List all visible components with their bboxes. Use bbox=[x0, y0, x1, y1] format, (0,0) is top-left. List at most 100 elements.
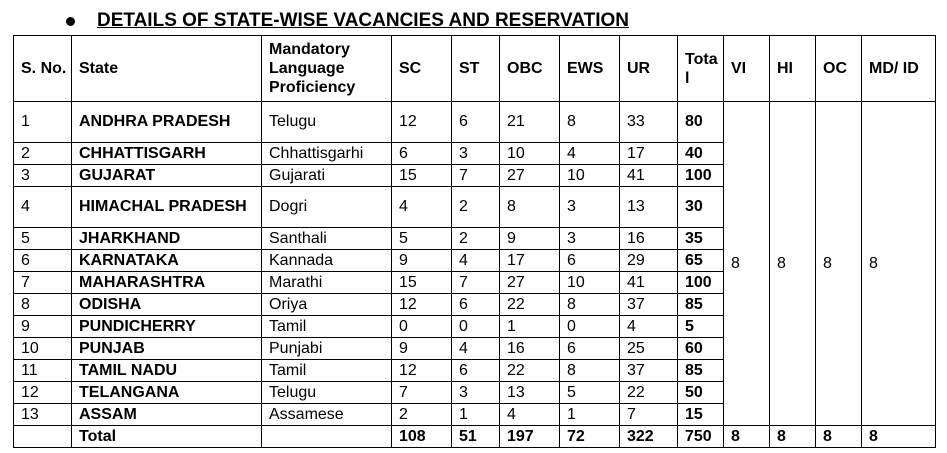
cell-total: 35 bbox=[677, 227, 724, 250]
cell-sc: 9 bbox=[391, 249, 452, 272]
cell-language: Oriya bbox=[261, 293, 392, 316]
cell-language: Dogri bbox=[261, 186, 392, 228]
cell-ews: 3 bbox=[559, 186, 620, 228]
table-row: 4 HIMACHAL PRADESH Dogri 4 2 8 3 13 30 bbox=[13, 186, 936, 228]
cell-st: 3 bbox=[451, 142, 500, 165]
cell-total: 85 bbox=[677, 359, 724, 382]
cell-sc: 15 bbox=[391, 271, 452, 294]
cell-ur: 7 bbox=[619, 403, 678, 426]
cell-sno: 3 bbox=[13, 164, 72, 187]
cell-sno: 11 bbox=[13, 359, 72, 382]
cell-sc: 6 bbox=[391, 142, 452, 165]
total-lang bbox=[261, 425, 392, 448]
total-sc: 108 bbox=[391, 425, 452, 448]
cell-ews: 8 bbox=[559, 101, 620, 143]
cell-total: 100 bbox=[677, 271, 724, 294]
merged-vi: 8 bbox=[723, 101, 770, 426]
cell-total: 100 bbox=[677, 164, 724, 187]
total-vi: 8 bbox=[723, 425, 770, 448]
cell-sc: 12 bbox=[391, 293, 452, 316]
total-total: 750 bbox=[677, 425, 724, 448]
table-row: 8 ODISHA Oriya 12 6 22 8 37 85 bbox=[13, 293, 936, 316]
cell-sno: 5 bbox=[13, 227, 72, 250]
total-row: Total 108 51 197 72 322 750 8 8 8 8 bbox=[13, 425, 936, 448]
cell-st: 0 bbox=[451, 315, 500, 338]
cell-total: 85 bbox=[677, 293, 724, 316]
cell-state: PUNJAB bbox=[71, 337, 262, 360]
col-header-obc: OBC bbox=[499, 35, 560, 102]
total-obc: 197 bbox=[499, 425, 560, 448]
table-row: 2 CHHATTISGARH Chhattisgarhi 6 3 10 4 17 40 bbox=[13, 142, 936, 165]
cell-sno: 1 bbox=[13, 101, 72, 143]
cell-state: HIMACHAL PRADESH bbox=[71, 186, 262, 228]
cell-st: 1 bbox=[451, 403, 500, 426]
merged-mdid: 8 bbox=[861, 101, 936, 426]
cell-sc: 0 bbox=[391, 315, 452, 338]
cell-sno: 7 bbox=[13, 271, 72, 294]
cell-ur: 29 bbox=[619, 249, 678, 272]
cell-st: 4 bbox=[451, 337, 500, 360]
cell-st: 6 bbox=[451, 101, 500, 143]
cell-state: PUNDICHERRY bbox=[71, 315, 262, 338]
cell-ur: 25 bbox=[619, 337, 678, 360]
cell-total: 65 bbox=[677, 249, 724, 272]
col-header-ur: UR bbox=[619, 35, 678, 102]
cell-language: Kannada bbox=[261, 249, 392, 272]
heading-text: DETAILS OF STATE-WISE VACANCIES AND RESE… bbox=[97, 10, 630, 31]
cell-state: ODISHA bbox=[71, 293, 262, 316]
cell-ews: 8 bbox=[559, 359, 620, 382]
cell-ur: 22 bbox=[619, 381, 678, 404]
cell-obc: 10 bbox=[499, 142, 560, 165]
cell-state: ASSAM bbox=[71, 403, 262, 426]
cell-language: Chhattisgarhi bbox=[261, 142, 392, 165]
cell-sc: 9 bbox=[391, 337, 452, 360]
merged-oc: 8 bbox=[815, 101, 862, 426]
cell-obc: 27 bbox=[499, 164, 560, 187]
cell-language: Marathi bbox=[261, 271, 392, 294]
cell-ur: 4 bbox=[619, 315, 678, 338]
total-label: Total bbox=[71, 425, 262, 448]
cell-sno: 8 bbox=[13, 293, 72, 316]
table-row: 6 KARNATAKA Kannada 9 4 17 6 29 65 bbox=[13, 249, 936, 272]
cell-obc: 9 bbox=[499, 227, 560, 250]
cell-ews: 3 bbox=[559, 227, 620, 250]
heading: DETAILS OF STATE-WISE VACANCIES AND RESE… bbox=[66, 9, 629, 33]
total-ews: 72 bbox=[559, 425, 620, 448]
cell-st: 2 bbox=[451, 227, 500, 250]
cell-obc: 27 bbox=[499, 271, 560, 294]
cell-obc: 13 bbox=[499, 381, 560, 404]
cell-sc: 12 bbox=[391, 101, 452, 143]
cell-ews: 4 bbox=[559, 142, 620, 165]
cell-obc: 4 bbox=[499, 403, 560, 426]
table-body: 1 ANDHRA PRADESH Telugu 12 6 21 8 33 80 8 8 8 8 2 CHHA… bbox=[13, 101, 936, 448]
cell-ur: 16 bbox=[619, 227, 678, 250]
cell-sc: 7 bbox=[391, 381, 452, 404]
col-header-st: ST bbox=[451, 35, 500, 102]
col-header-sno: S. No. bbox=[13, 35, 72, 102]
cell-total: 80 bbox=[677, 101, 724, 143]
cell-sno: 13 bbox=[13, 403, 72, 426]
cell-sc: 2 bbox=[391, 403, 452, 426]
cell-sc: 4 bbox=[391, 186, 452, 228]
cell-total: 40 bbox=[677, 142, 724, 165]
total-sno bbox=[13, 425, 72, 448]
cell-sc: 5 bbox=[391, 227, 452, 250]
cell-obc: 1 bbox=[499, 315, 560, 338]
cell-ews: 5 bbox=[559, 381, 620, 404]
cell-st: 7 bbox=[451, 271, 500, 294]
cell-language: Tamil bbox=[261, 315, 392, 338]
cell-sno: 4 bbox=[13, 186, 72, 228]
col-header-language: Mandatory Language Proficiency bbox=[261, 35, 392, 102]
cell-state: TELANGANA bbox=[71, 381, 262, 404]
cell-sc: 12 bbox=[391, 359, 452, 382]
col-header-mdid: MD/ ID bbox=[861, 35, 936, 102]
cell-total: 50 bbox=[677, 381, 724, 404]
table-row: 11 TAMIL NADU Tamil 12 6 22 8 37 85 bbox=[13, 359, 936, 382]
cell-language: Telugu bbox=[261, 101, 392, 143]
col-header-hi: HI bbox=[769, 35, 816, 102]
cell-ur: 41 bbox=[619, 164, 678, 187]
cell-language: Gujarati bbox=[261, 164, 392, 187]
cell-sno: 9 bbox=[13, 315, 72, 338]
cell-sno: 2 bbox=[13, 142, 72, 165]
cell-language: Santhali bbox=[261, 227, 392, 250]
